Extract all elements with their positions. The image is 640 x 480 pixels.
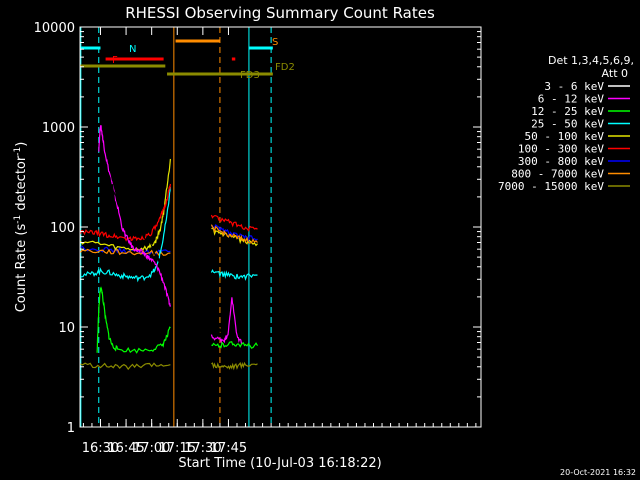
timestamp: 20-Oct-2021 16:32 (560, 468, 636, 477)
series-line-late-1 (210, 297, 243, 346)
x-tick-label-0: 16:30 (82, 441, 119, 456)
series-line-late-3 (210, 268, 258, 281)
legend-header-line2: Att 0 (602, 67, 628, 80)
legend-label-7: 800 - 7000 keV (511, 168, 604, 181)
legend-label-5: 100 - 300 keV (518, 143, 604, 156)
legend-label-3: 25 - 50 keV (531, 118, 604, 131)
y-tick-label-0: 1 (67, 421, 75, 436)
legend-label-8: 7000 - 15000 keV (498, 180, 604, 193)
series-line-0 (99, 149, 171, 299)
y-axis-label-part2: detector (14, 155, 29, 215)
y-axis-label-part1: Count Rate (s (14, 224, 29, 313)
series-line-late-8 (211, 361, 258, 371)
x-tick-label-3: 17:15 (159, 441, 196, 456)
series-line-5 (79, 183, 171, 242)
series-line-1 (98, 124, 171, 307)
state-flag-bars: NF S FD2 FD3 (80, 37, 295, 81)
x-tick-label-5: 17:45 (210, 441, 247, 456)
legend-label-1: 6 - 12 keV (538, 93, 605, 106)
x-tick-label-1: 16:45 (107, 441, 144, 456)
series-line-late-5 (210, 214, 258, 232)
series-line-2 (96, 286, 171, 354)
legend-label-2: 12 - 25 keV (531, 105, 604, 118)
chart-title: RHESSI Observing Summary Count Rates (125, 4, 435, 22)
y-tick-label-2: 100 (50, 221, 75, 236)
y-tick-label-4: 10000 (34, 21, 75, 36)
data-series (79, 124, 259, 371)
flag-label-s: S (272, 37, 278, 48)
time-markers (80, 27, 272, 427)
y-axis-label: Count Rate (s-1 detector-1) (13, 142, 29, 313)
legend-label-6: 300 - 800 keV (518, 155, 604, 168)
x-axis-label: Start Time (10-Jul-03 16:18:22) (178, 456, 381, 471)
legend-label-4: 50 - 100 keV (525, 130, 605, 143)
flag-label-fd2: FD2 (275, 62, 295, 73)
legend-label-0: 3 - 6 keV (544, 80, 604, 93)
y-axis-label-sup1: -1 (13, 215, 23, 224)
flag-label-fd3: FD3 (240, 70, 260, 81)
flag-label-n: N (129, 44, 136, 55)
x-tick-label-4: 17:30 (184, 441, 221, 456)
y-tick-label-1: 10 (58, 321, 75, 336)
flag-label-f: F (112, 55, 118, 66)
series-line-late-2 (211, 341, 259, 349)
y-axis-label-part3: ) (14, 142, 29, 147)
series-line-late-7 (210, 224, 258, 244)
legend-header-line1: Det 1,3,4,5,6,9, (548, 54, 634, 67)
series-line-8 (79, 362, 171, 371)
y-axis-label-sup2: -1 (13, 147, 23, 156)
y-tick-label-3: 1000 (42, 121, 75, 136)
x-tick-label-2: 17:00 (133, 441, 170, 456)
series-line-3 (79, 187, 171, 283)
